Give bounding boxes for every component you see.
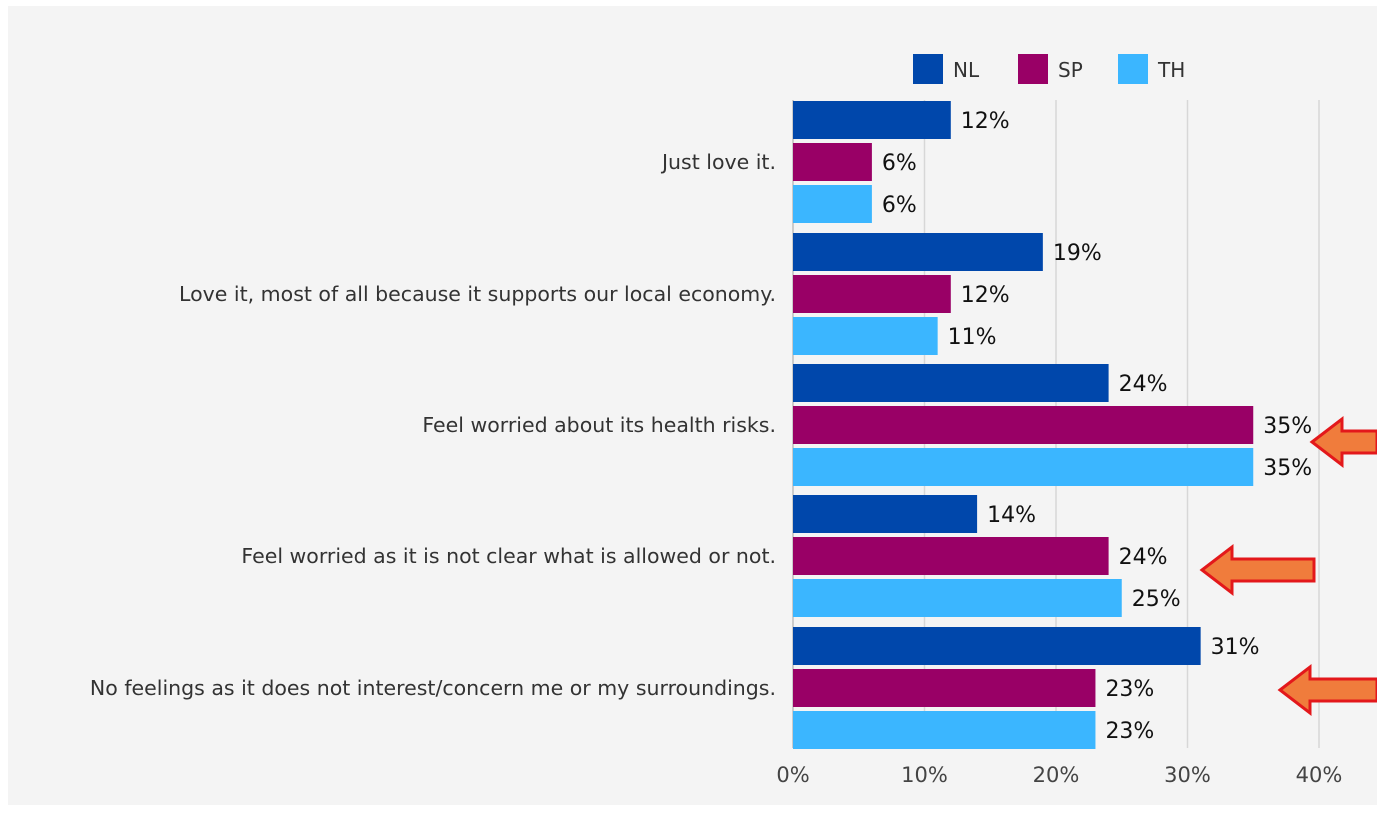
tick-label: 10% bbox=[901, 763, 948, 787]
category-label: Feel worried as it is not clear what is … bbox=[241, 544, 776, 568]
data-label: 35% bbox=[1263, 414, 1312, 439]
bar-nl bbox=[793, 627, 1201, 665]
bar-sp bbox=[793, 669, 1096, 707]
tick-label: 20% bbox=[1033, 763, 1080, 787]
bar-nl bbox=[793, 495, 978, 533]
category-label: Feel worried about its health risks. bbox=[422, 413, 776, 437]
arrow-icon bbox=[1277, 663, 1377, 717]
bar-th bbox=[793, 711, 1096, 749]
bar-sp bbox=[793, 275, 951, 313]
bar-nl bbox=[793, 101, 951, 139]
data-label: 6% bbox=[882, 151, 917, 176]
data-label: 14% bbox=[987, 503, 1036, 528]
bar-th bbox=[793, 185, 872, 223]
legend-swatch bbox=[1018, 54, 1048, 84]
category-label: Just love it. bbox=[660, 150, 776, 174]
annotation-arrows bbox=[1199, 415, 1377, 717]
bar-nl bbox=[793, 364, 1109, 402]
legend: NL SP TH bbox=[913, 54, 1185, 84]
data-label: 12% bbox=[961, 109, 1010, 134]
data-label: 12% bbox=[961, 283, 1010, 308]
bars bbox=[793, 101, 1254, 749]
legend-label: TH bbox=[1157, 58, 1185, 82]
data-label: 23% bbox=[1105, 719, 1154, 744]
arrow-icon bbox=[1199, 543, 1316, 597]
bar-sp bbox=[793, 406, 1254, 444]
data-labels: 12% 6% 6% 19% 12% 11% 24% 35% 35% 14% 24% 25% 31% 23%… bbox=[882, 109, 1312, 744]
category-label: No feelings as it does not interest/conc… bbox=[90, 676, 776, 700]
arrow-icon bbox=[1309, 415, 1377, 469]
data-label: 19% bbox=[1053, 241, 1102, 266]
data-label: 24% bbox=[1119, 372, 1168, 397]
legend-item-th: TH bbox=[1118, 54, 1185, 84]
legend-label: NL bbox=[953, 58, 980, 82]
x-axis-ticks: 0% 10% 20% 30% 40% bbox=[776, 763, 1342, 787]
data-label: 23% bbox=[1105, 677, 1154, 702]
category-labels: Just love it. Love it, most of all becaus… bbox=[90, 150, 776, 700]
bar-sp bbox=[793, 537, 1109, 575]
tick-label: 0% bbox=[776, 763, 809, 787]
bar-sp bbox=[793, 143, 872, 181]
legend-swatch bbox=[1118, 54, 1148, 84]
data-label: 6% bbox=[882, 193, 917, 218]
legend-label: SP bbox=[1058, 58, 1083, 82]
chart-background bbox=[8, 6, 1377, 805]
category-label: Love it, most of all because it supports… bbox=[179, 282, 776, 306]
data-label: 11% bbox=[948, 325, 997, 350]
legend-swatch bbox=[913, 54, 943, 84]
data-label: 31% bbox=[1211, 635, 1260, 660]
data-label: 25% bbox=[1132, 587, 1181, 612]
bar-th bbox=[793, 579, 1122, 617]
legend-item-sp: SP bbox=[1018, 54, 1083, 84]
data-label: 35% bbox=[1263, 456, 1312, 481]
bar-nl bbox=[793, 233, 1043, 271]
tick-label: 30% bbox=[1164, 763, 1211, 787]
bar-th bbox=[793, 317, 938, 355]
tick-label: 40% bbox=[1296, 763, 1343, 787]
bar-th bbox=[793, 448, 1254, 486]
legend-item-nl: NL bbox=[913, 54, 980, 84]
data-label: 24% bbox=[1119, 545, 1168, 570]
